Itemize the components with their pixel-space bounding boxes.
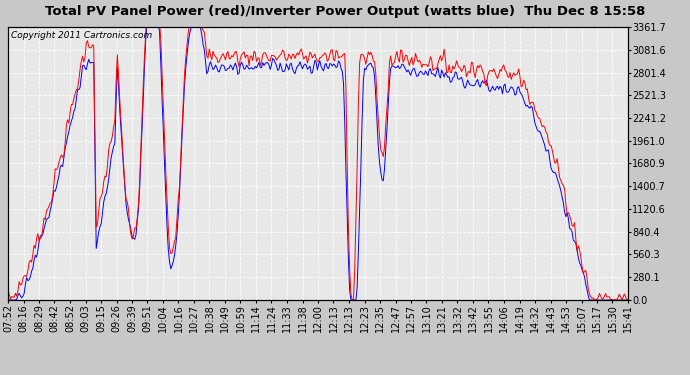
Text: Copyright 2011 Cartronics.com: Copyright 2011 Cartronics.com: [11, 31, 152, 40]
Text: Total PV Panel Power (red)/Inverter Power Output (watts blue)  Thu Dec 8 15:58: Total PV Panel Power (red)/Inverter Powe…: [45, 4, 645, 18]
